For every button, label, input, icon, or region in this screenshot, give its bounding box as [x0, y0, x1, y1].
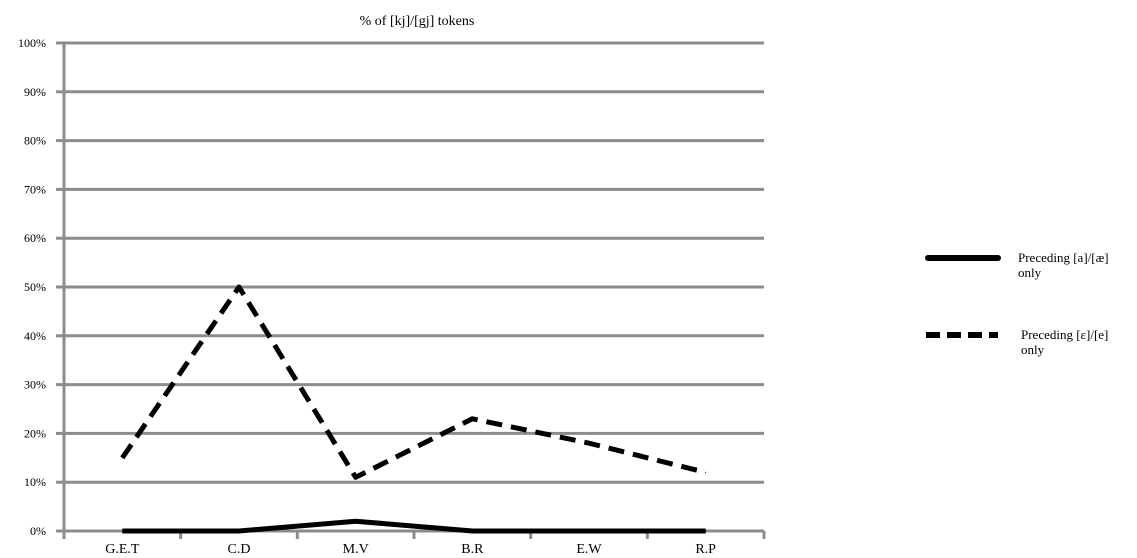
legend-label-line1: Preceding [ɛ]/[e]: [1021, 327, 1109, 342]
legend-label-line2: only: [1018, 265, 1042, 280]
data-point: [121, 457, 123, 459]
y-tick-label: 0%: [30, 524, 46, 538]
x-tick-label: C.D: [228, 542, 251, 557]
data-point: [355, 476, 357, 478]
x-tick-label: E.W: [576, 542, 602, 557]
data-point: [705, 471, 707, 473]
x-tick-label: B.R: [461, 542, 484, 557]
x-tick-label: R.P: [695, 542, 716, 557]
data-point: [705, 530, 707, 532]
legend-swatches: [925, 255, 1001, 338]
series-line-e-e: [120, 284, 707, 480]
y-tick-label: 30%: [24, 378, 46, 392]
legend-label-line2: only: [1021, 342, 1045, 357]
legend-item-a-ae: Preceding [a]/[æ] only: [1018, 250, 1109, 280]
series-line-a-ae: [122, 518, 706, 534]
series-lines: [120, 284, 707, 534]
x-tick-label: G.E.T: [105, 542, 140, 557]
data-point: [588, 530, 590, 532]
y-tick-label: 20%: [24, 426, 46, 440]
y-tick-label: 80%: [24, 134, 46, 148]
y-axis-ticks: 0% 10% 20% 30% 40% 50% 60% 70% 80% 90% 100%: [18, 36, 46, 538]
data-point: [238, 286, 240, 288]
data-point: [238, 530, 240, 532]
y-tick-label: 90%: [24, 85, 46, 99]
x-axis-ticks: G.E.T C.D M.V B.R E.W R.P: [105, 542, 716, 557]
y-tick-label: 60%: [24, 231, 46, 245]
y-tick-label: 70%: [24, 182, 46, 196]
data-point: [588, 442, 590, 444]
y-tick-label: 100%: [18, 36, 46, 50]
data-point: [355, 520, 357, 522]
legend-label-line1: Preceding [a]/[æ]: [1018, 250, 1109, 265]
x-tick-label: M.V: [343, 542, 369, 557]
y-tick-label: 10%: [24, 475, 46, 489]
y-tick-label: 40%: [24, 329, 46, 343]
data-point: [121, 530, 123, 532]
legend-item-e-e: Preceding [ɛ]/[e] only: [1021, 327, 1108, 357]
data-point: [471, 418, 473, 420]
data-point: [471, 530, 473, 532]
chart-title: % of [kj]/[gj] tokens: [360, 14, 475, 29]
y-tick-label: 50%: [24, 280, 46, 294]
grid: [56, 41, 766, 539]
